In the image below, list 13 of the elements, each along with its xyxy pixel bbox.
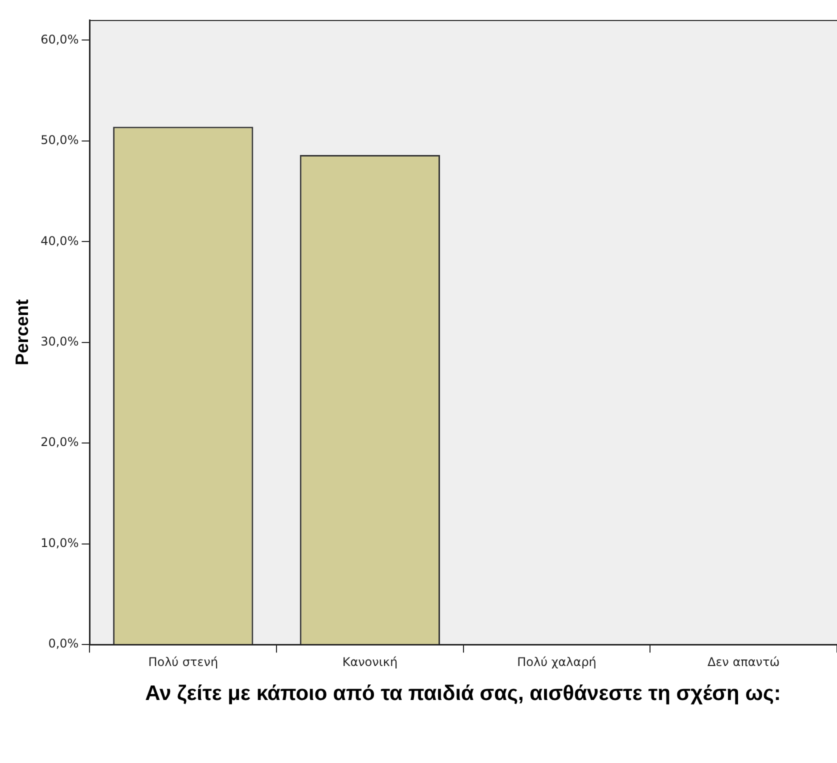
y-tick-label: 10,0%	[40, 536, 79, 550]
y-tick-label: 20,0%	[40, 435, 79, 450]
y-tick-label: 0,0%	[48, 636, 79, 651]
y-tick-label: 60,0%	[40, 32, 79, 46]
y-tick-label: 30,0%	[40, 334, 79, 348]
y-tick-label: 40,0%	[40, 234, 79, 248]
x-tick-label: Πολύ στενή	[148, 654, 218, 669]
x-tick-label: Δεν απαντώ	[707, 654, 780, 669]
x-axis-title: Αν ζείτε με κάποιο από τα παιδιά σας, αισθάνεστε τη σχέση ως:	[144, 682, 782, 705]
x-tick-label: Πολύ χαλαρή	[517, 654, 596, 669]
y-tick-label: 50,0%	[40, 133, 79, 148]
x-tick-label: Κανονική	[342, 654, 398, 669]
y-axis-title: Percent	[12, 299, 32, 366]
